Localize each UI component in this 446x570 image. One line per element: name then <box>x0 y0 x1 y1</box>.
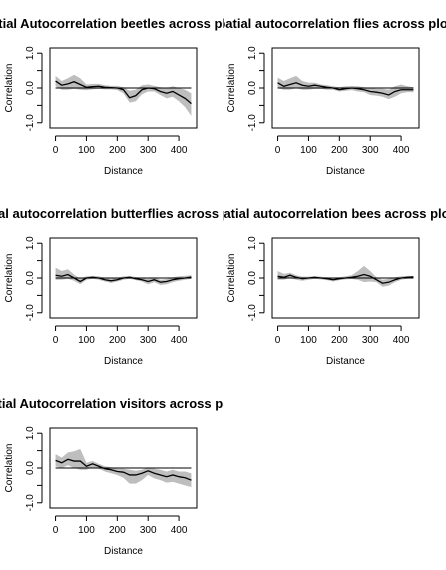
x-tick-label: 400 <box>171 335 188 346</box>
chart-panel: Spatial Autocorrelation visitors across … <box>0 396 246 557</box>
chart-title: Spatial Autocorrelation visitors across … <box>0 396 246 411</box>
chart-title: Spatial autocorrelation bees across plot… <box>207 206 446 221</box>
chart-title: Spatial Autocorrelation beetles across p… <box>0 16 246 31</box>
x-tick-label: 300 <box>140 335 157 346</box>
plot-frame <box>49 237 198 319</box>
correlogram-line <box>55 458 192 481</box>
plot-frame <box>271 237 420 319</box>
y-tick-label: -1.0 <box>25 114 36 132</box>
correlogram-line <box>277 273 414 284</box>
correlogram-line <box>277 82 414 96</box>
y-tick-label: 1.0 <box>247 236 258 250</box>
y-tick-label: 1.0 <box>25 46 36 60</box>
confidence-band <box>55 74 192 116</box>
x-axis-label: Distance <box>326 356 365 367</box>
y-axis-label: Correlation <box>4 444 15 493</box>
x-tick-label: 400 <box>393 145 410 156</box>
confidence-band <box>55 448 192 488</box>
x-tick-label: 100 <box>78 145 95 156</box>
x-axis-label: Distance <box>326 166 365 177</box>
y-tick-label: 0.0 <box>25 271 36 285</box>
y-tick-label: -1.0 <box>247 304 258 322</box>
x-tick-label: 0 <box>275 335 281 346</box>
y-tick-label: 0.0 <box>247 81 258 95</box>
y-tick-label: 0.0 <box>247 271 258 285</box>
y-tick-label: 0.0 <box>25 461 36 475</box>
chart-title: Spatial autocorrelation butterflies acro… <box>0 206 254 221</box>
x-tick-label: 0 <box>53 525 59 536</box>
x-tick-label: 300 <box>362 145 379 156</box>
x-tick-label: 0 <box>53 335 59 346</box>
x-tick-label: 200 <box>331 145 348 156</box>
x-axis-label: Distance <box>104 166 143 177</box>
y-axis-label: Correlation <box>226 64 237 113</box>
chart-panel: Spatial autocorrelation bees across plot… <box>207 206 446 367</box>
x-tick-label: 300 <box>140 525 157 536</box>
x-tick-label: 300 <box>140 145 157 156</box>
x-tick-label: 200 <box>109 525 126 536</box>
x-tick-label: 100 <box>78 335 95 346</box>
x-tick-label: 200 <box>109 145 126 156</box>
y-tick-label: 1.0 <box>25 236 36 250</box>
correlogram-line <box>55 273 192 283</box>
y-tick-label: 1.0 <box>247 46 258 60</box>
x-tick-label: 0 <box>275 145 281 156</box>
x-tick-label: 100 <box>300 145 317 156</box>
y-axis-label: Correlation <box>4 64 15 113</box>
plot-frame <box>49 47 198 129</box>
x-tick-label: 100 <box>300 335 317 346</box>
x-axis-label: Distance <box>104 356 143 367</box>
chart-panel: Spatial autocorrelation butterflies acro… <box>0 206 254 367</box>
x-tick-label: 400 <box>171 525 188 536</box>
plot-frame <box>271 47 420 129</box>
x-tick-label: 200 <box>109 335 126 346</box>
y-tick-label: -1.0 <box>25 494 36 512</box>
confidence-band <box>277 265 414 287</box>
y-axis-label: Correlation <box>4 254 15 303</box>
chart-panel: Spatial autocorrelation flies across plo… <box>209 16 446 177</box>
x-tick-label: 400 <box>171 145 188 156</box>
y-tick-label: -1.0 <box>247 114 258 132</box>
confidence-band <box>277 75 414 100</box>
y-tick-label: 1.0 <box>25 426 36 440</box>
y-tick-label: 0.0 <box>25 81 36 95</box>
x-axis-label: Distance <box>104 546 143 557</box>
x-tick-label: 200 <box>331 335 348 346</box>
x-tick-label: 300 <box>362 335 379 346</box>
confidence-band <box>55 267 192 285</box>
x-tick-label: 0 <box>53 145 59 156</box>
y-axis-label: Correlation <box>226 254 237 303</box>
plot-frame <box>49 427 198 509</box>
y-tick-label: -1.0 <box>25 304 36 322</box>
x-tick-label: 400 <box>393 335 410 346</box>
chart-panel: Spatial Autocorrelation beetles across p… <box>0 16 246 177</box>
chart-title: Spatial autocorrelation flies across plo… <box>209 16 446 31</box>
correlogram-line <box>55 80 192 105</box>
x-tick-label: 100 <box>78 525 95 536</box>
